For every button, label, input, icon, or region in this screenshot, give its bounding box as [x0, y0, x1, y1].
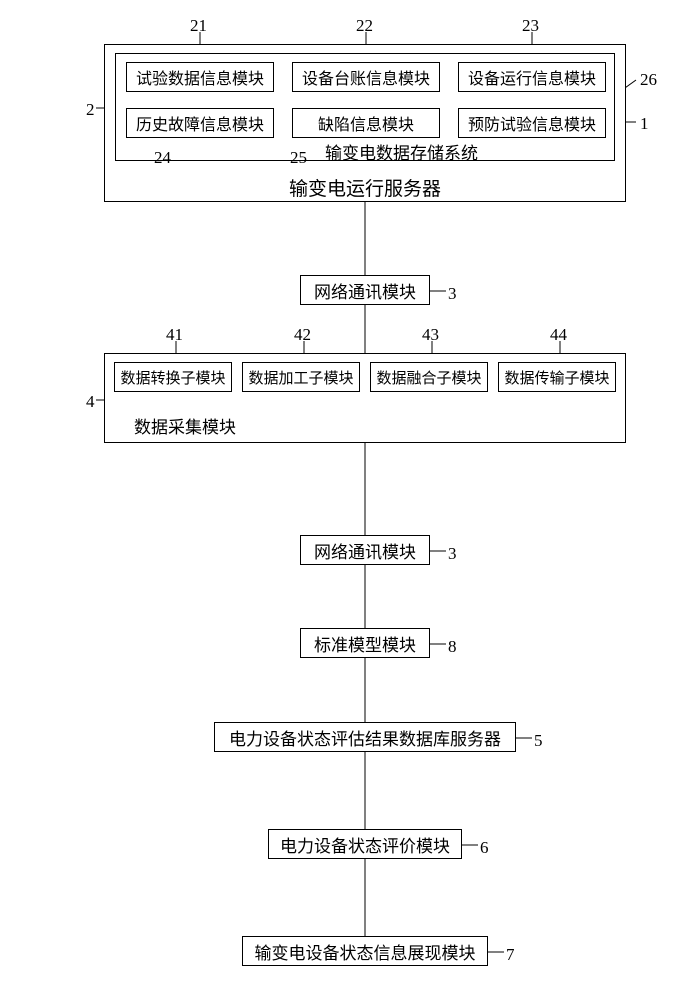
ref-number: 8 [448, 637, 457, 657]
ref-number: 44 [550, 325, 567, 345]
ref-number: 5 [534, 731, 543, 751]
module-box: 电力设备状态评估结果数据库服务器 [214, 722, 516, 752]
ref-number: 2 [86, 100, 95, 120]
module-box: 预防试验信息模块 [458, 108, 606, 138]
ref-number: 21 [190, 16, 207, 36]
module-box: 网络通讯模块 [300, 275, 430, 305]
ref-number: 6 [480, 838, 489, 858]
module-box: 数据传输子模块 [498, 362, 616, 392]
module-box: 输变电设备状态信息展现模块 [242, 936, 488, 966]
ref-number: 43 [422, 325, 439, 345]
module-box: 设备运行信息模块 [458, 62, 606, 92]
ref-number: 4 [86, 392, 95, 412]
module-box: 数据融合子模块 [370, 362, 488, 392]
module-box: 历史故障信息模块 [126, 108, 274, 138]
ref-number: 41 [166, 325, 183, 345]
data-container-title: 数据采集模块 [134, 413, 334, 438]
ref-number: 3 [448, 284, 457, 304]
ref-number: 25 [290, 148, 307, 168]
ref-number: 3 [448, 544, 457, 564]
ref-number: 22 [356, 16, 373, 36]
ref-number: 26 [640, 70, 657, 90]
ref-number: 23 [522, 16, 539, 36]
module-box: 数据转换子模块 [114, 362, 232, 392]
module-box: 数据加工子模块 [242, 362, 360, 392]
module-box: 试验数据信息模块 [126, 62, 274, 92]
ref-number: 1 [640, 114, 649, 134]
module-box: 设备台账信息模块 [292, 62, 440, 92]
module-box: 网络通讯模块 [300, 535, 430, 565]
module-box: 电力设备状态评价模块 [268, 829, 462, 859]
outer-container-title: 输变电运行服务器 [104, 174, 626, 201]
inner-container-title: 输变电数据存储系统 [325, 139, 605, 164]
module-box: 标准模型模块 [300, 628, 430, 658]
ref-number: 7 [506, 945, 515, 965]
module-box: 缺陷信息模块 [292, 108, 440, 138]
ref-number: 42 [294, 325, 311, 345]
ref-number: 24 [154, 148, 171, 168]
